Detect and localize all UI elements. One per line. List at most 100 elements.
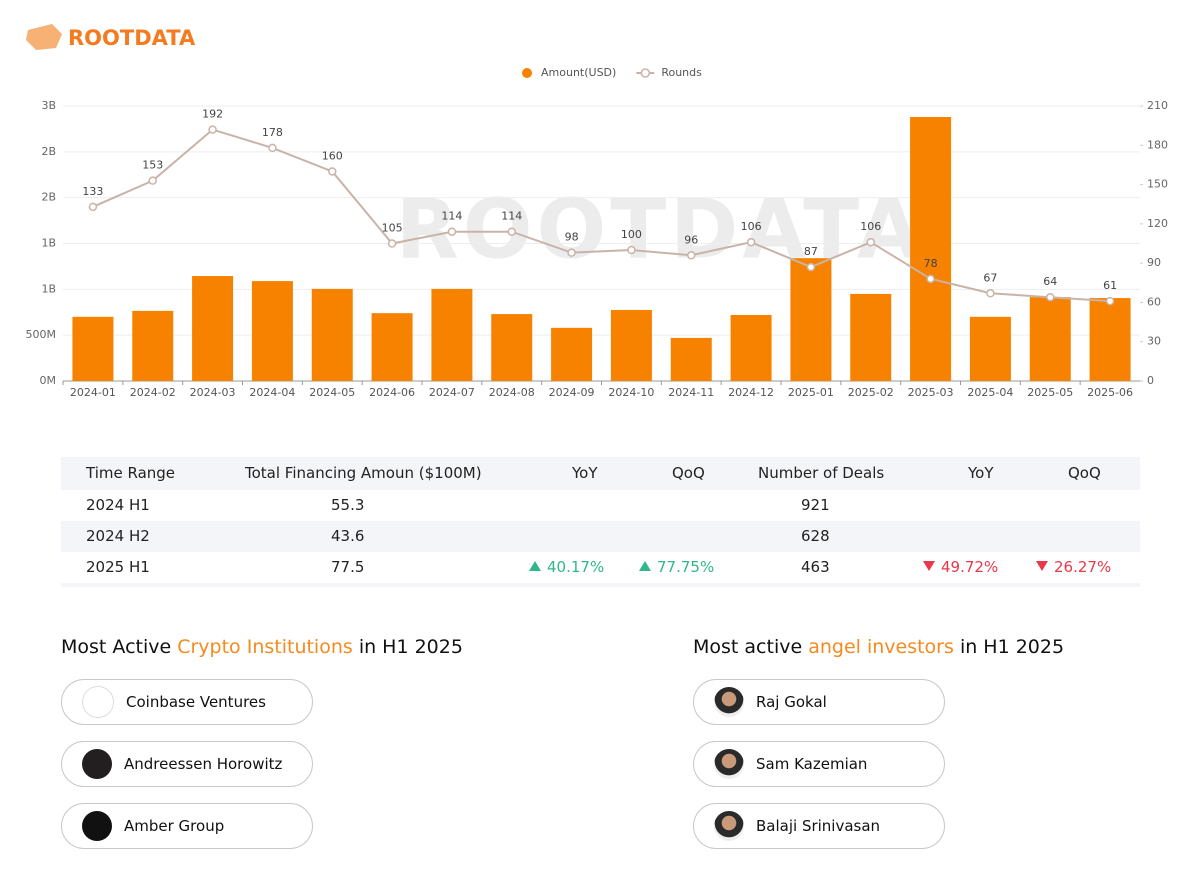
y2-tick-label: 90 [1147,256,1161,269]
line-point [387,239,397,248]
section-title: Most Active Crypto Institutions in H1 20… [61,636,463,658]
header-cell: Time Range [86,464,176,482]
data-label: 133 [82,185,103,198]
line-point [1046,292,1055,302]
line-point [88,202,98,212]
x-tick-label: 2025-06 [1087,386,1133,399]
item-name: Raj Gokal [756,693,827,711]
list-item: Andreessen Horowitz [61,741,313,787]
summary-table: Time Range Total Financing Amoun ($100M) Y… [61,457,1140,587]
y-tick-label: 2B [41,145,56,158]
table-cell: 921 [801,496,830,514]
legend-swatch [640,68,651,78]
title-part: in H1 2025 [352,636,463,658]
bar [251,281,293,381]
data-label: 160 [322,149,343,162]
bar [192,276,234,381]
y-tick-label: 3B [41,99,56,112]
trend-arrow [1036,561,1048,571]
section-title: Most active angel investors in H1 2025 [693,636,1064,658]
bar [1089,298,1131,381]
line-point [447,227,457,236]
table-cell: 463 [801,558,830,576]
data-label: 106 [741,220,762,233]
y-tick-label: 1B [41,237,56,250]
x-tick-label: 2024-04 [249,386,295,399]
table-row: 2024 H1 55.3 921 [61,490,1140,521]
data-label: 87 [804,245,818,258]
item-name: Sam Kazemian [756,755,868,773]
title-part: Most Active [61,636,178,658]
data-label: 96 [684,233,698,246]
change-value: 40.17% [547,558,605,576]
angels-list: Most active angel investors in H1 2025 Ra… [693,636,1064,865]
bar [610,309,652,381]
line-point [806,262,816,272]
line-point [567,248,576,257]
line-point [507,227,516,236]
data-label: 105 [382,222,403,235]
bar [491,314,533,381]
bar [910,117,952,381]
bar [551,327,593,381]
change-cell: 40.17% [529,552,604,583]
bar [431,288,473,381]
line-point [208,125,217,134]
logo-mark [26,24,62,50]
bar [790,258,832,381]
list-item: Balaji Srinivasan [693,803,945,849]
bar [670,337,712,381]
data-label: 67 [983,271,997,284]
x-tick-label: 2024-10 [608,386,654,399]
watermark: ROOTDATA [396,182,925,277]
line [92,128,1111,303]
legend: Amount(USD) Rounds [522,66,702,79]
change-value: 26.27% [1054,558,1112,576]
x-tick-label: 2025-05 [1027,386,1073,399]
x-tick-label: 2025-02 [848,386,894,399]
line-point [926,274,935,284]
bar [371,313,413,381]
x-tick-label: 2025-01 [788,386,834,399]
list-item: Coinbase Ventures [61,679,313,725]
data-label: 153 [142,159,163,172]
data-label: 61 [1103,279,1117,292]
item-name: Balaji Srinivasan [756,817,881,835]
y2-tick-label: 210 [1147,99,1168,112]
table-cell: 43.6 [331,527,365,545]
y2-tick-label: 150 [1147,178,1168,191]
header-cell: QoQ [672,464,705,482]
data-label: 114 [441,210,462,223]
legend-label: Rounds [661,66,702,79]
y2-tick-label: 30 [1147,335,1161,348]
line-point [746,237,756,247]
bar [1029,297,1071,381]
y2-tick-label: 120 [1147,217,1168,230]
change-cell: 77.75% [639,552,714,583]
table-cell: 628 [801,527,830,545]
header-cell: Number of Deals [758,464,885,482]
x-tick-label: 2025-04 [967,386,1013,399]
x-tick-label: 2024-05 [309,386,355,399]
data-label: 114 [501,210,522,223]
item-icon [714,811,744,841]
x-tick-label: 2024-09 [549,386,595,399]
item-name: Coinbase Ventures [126,693,266,711]
item-name: Andreessen Horowitz [124,755,283,773]
change-value: 77.75% [657,558,715,576]
item-icon [714,749,744,779]
data-label: 106 [860,220,881,233]
header-cell: QoQ [1068,464,1101,482]
bar [132,310,174,381]
item-icon [82,811,112,841]
chart: ROOTDATA ROOTDATA Amount(USD) Rounds 0M 50… [26,24,1168,399]
list-item: Sam Kazemian [693,741,945,787]
legend-swatch [522,68,532,78]
line-point [986,289,995,298]
table-cell: 77.5 [331,558,365,576]
table-cell: 2024 H1 [86,496,150,514]
institutions-list: Most Active Crypto Institutions in H1 20… [61,636,463,865]
change-cell: 26.27% [1036,552,1111,583]
y2-tick-label: 180 [1147,138,1168,151]
